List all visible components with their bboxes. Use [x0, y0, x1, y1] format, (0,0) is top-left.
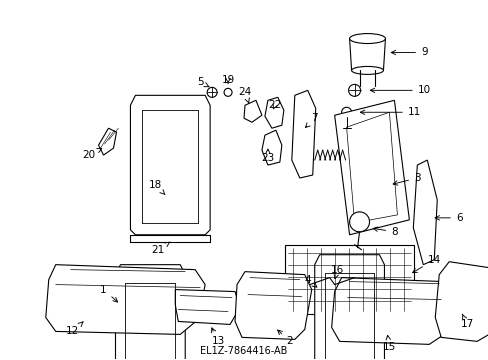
Polygon shape	[130, 95, 210, 235]
Text: 23: 23	[261, 149, 274, 163]
Polygon shape	[334, 100, 408, 235]
Text: 2: 2	[277, 330, 292, 346]
Text: 13: 13	[211, 328, 224, 346]
Circle shape	[207, 87, 217, 97]
Text: 15: 15	[382, 336, 395, 352]
Text: 7: 7	[305, 113, 317, 127]
Text: 8: 8	[372, 227, 397, 237]
Polygon shape	[46, 265, 205, 334]
Polygon shape	[262, 130, 281, 165]
Text: 6: 6	[434, 213, 462, 223]
Polygon shape	[99, 128, 116, 155]
Text: 21: 21	[151, 242, 170, 255]
Polygon shape	[291, 90, 315, 178]
Circle shape	[349, 212, 369, 232]
Polygon shape	[264, 97, 283, 128]
Text: 1: 1	[100, 284, 118, 302]
Polygon shape	[175, 289, 240, 324]
Polygon shape	[235, 272, 311, 339]
Polygon shape	[434, 262, 488, 341]
Circle shape	[224, 88, 232, 96]
Text: 4: 4	[304, 275, 316, 287]
Ellipse shape	[351, 67, 383, 75]
Polygon shape	[314, 255, 384, 360]
Polygon shape	[331, 278, 450, 345]
Text: 18: 18	[148, 180, 165, 195]
Text: 14: 14	[412, 255, 440, 273]
Text: EL1Z-7864416-AB: EL1Z-7864416-AB	[200, 346, 287, 356]
Circle shape	[341, 107, 351, 117]
Circle shape	[348, 84, 360, 96]
Text: 10: 10	[369, 85, 430, 95]
Polygon shape	[244, 100, 262, 122]
Text: 19: 19	[221, 75, 234, 85]
Polygon shape	[115, 265, 185, 360]
Text: 20: 20	[82, 149, 102, 160]
Text: 24: 24	[238, 87, 251, 103]
Text: 22: 22	[268, 100, 281, 110]
Text: 11: 11	[360, 107, 420, 117]
Text: 3: 3	[392, 173, 420, 185]
Text: 9: 9	[390, 48, 427, 58]
Text: 12: 12	[66, 322, 83, 336]
Text: 17: 17	[460, 314, 473, 329]
Ellipse shape	[349, 33, 385, 44]
Polygon shape	[285, 245, 413, 315]
Polygon shape	[412, 160, 436, 265]
Text: 16: 16	[330, 265, 344, 279]
Text: 5: 5	[197, 77, 208, 87]
Polygon shape	[349, 39, 385, 71]
